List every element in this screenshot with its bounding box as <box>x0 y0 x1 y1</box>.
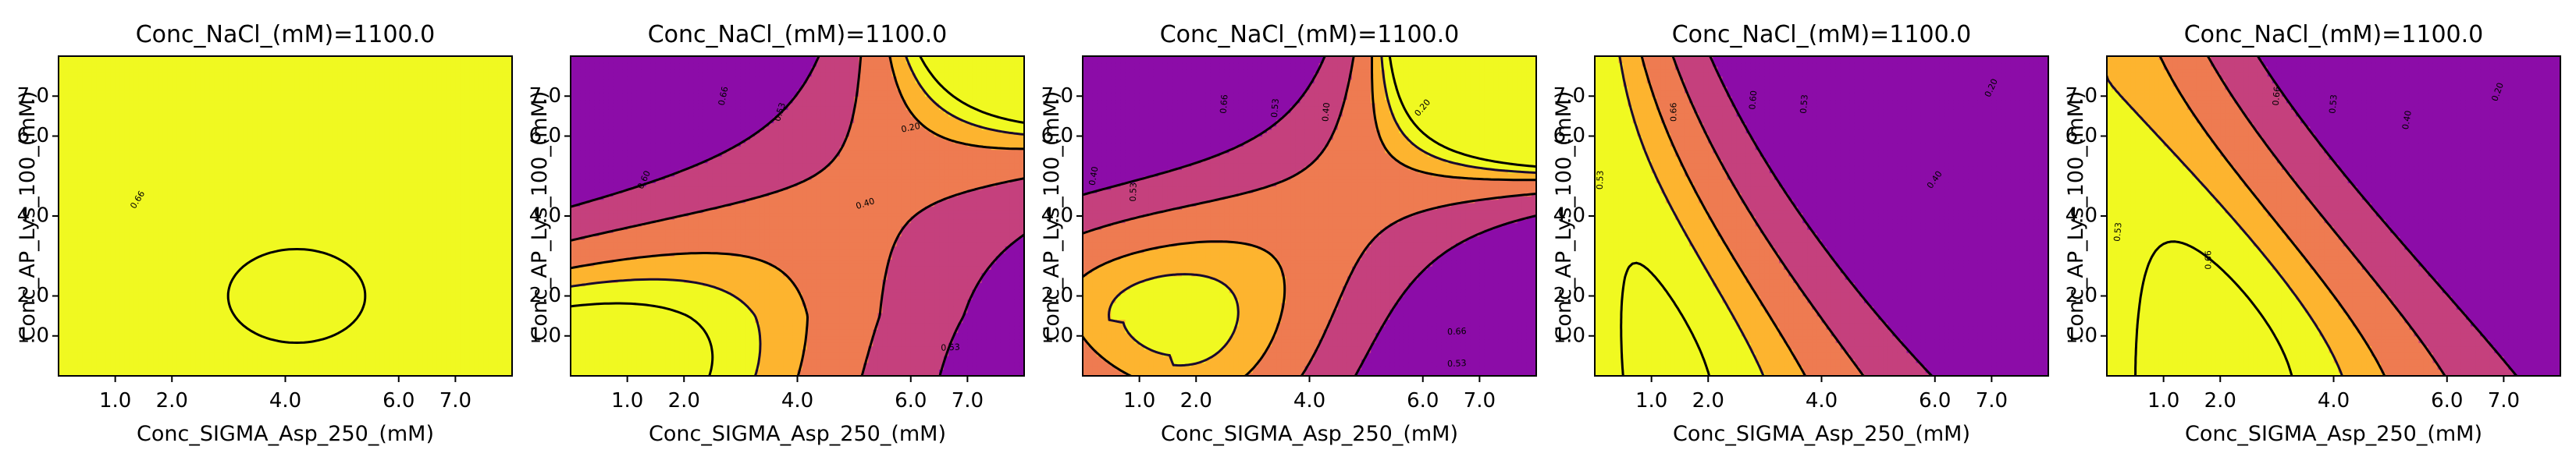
contour-label: 0.53 <box>1799 94 1810 115</box>
y-axis-label: Conc_AP_Lys_100_(mM) <box>528 91 552 342</box>
panel-title: Conc_NaCl_(mM)=1100.0 <box>648 21 948 48</box>
panel-title: Conc_NaCl_(mM)=1100.0 <box>136 21 436 48</box>
x-tick-label: 2.0 <box>2204 389 2236 413</box>
x-tick-label: 6.0 <box>1919 389 1951 413</box>
x-tick-label: 2.0 <box>1180 389 1212 413</box>
contour-label: 0.66 <box>1669 103 1679 122</box>
contour-label: 0.53 <box>1128 182 1139 202</box>
contour-label: 0.53 <box>1595 170 1606 189</box>
x-tick-label: 2.0 <box>1692 389 1724 413</box>
contour-label: 0.66 <box>2204 250 2214 270</box>
x-tick-label: 6.0 <box>2431 389 2463 413</box>
x-tick-label: 1.0 <box>611 389 643 413</box>
y-axis-label: Conc_AP_Lys_100_(mM) <box>2064 91 2088 342</box>
x-tick-label: 4.0 <box>1293 389 1325 413</box>
x-axis-label: Conc_SIGMA_Asp_250_(mM) <box>1161 422 1458 446</box>
x-tick-label: 4.0 <box>781 389 813 413</box>
contour-fill: 0.66 <box>59 56 513 377</box>
panel-title: Conc_NaCl_(mM)=1100.0 <box>1672 21 1972 48</box>
y-axis-label: Conc_AP_Lys_100_(mM) <box>16 91 40 342</box>
x-tick-label: 1.0 <box>1635 389 1667 413</box>
x-tick-label: 6.0 <box>1407 389 1439 413</box>
x-tick-label: 6.0 <box>382 389 415 413</box>
x-tick-label: 4.0 <box>2318 389 2350 413</box>
y-axis-label: Conc_AP_Lys_100_(mM) <box>1040 91 1064 342</box>
contour-label: 0.53 <box>1269 98 1281 119</box>
y-axis-label: Conc_AP_Lys_100_(mM) <box>1552 91 1576 342</box>
contour-fill: 0.200.400.530.660.600.53 <box>571 56 1025 377</box>
x-tick-label: 2.0 <box>156 389 188 413</box>
x-tick-label: 2.0 <box>668 389 700 413</box>
x-axis-label: Conc_SIGMA_Asp_250_(mM) <box>137 422 434 446</box>
x-tick-label: 7.0 <box>952 389 984 413</box>
x-tick-label: 1.0 <box>99 389 131 413</box>
x-axis-label: Conc_SIGMA_Asp_250_(mM) <box>2185 422 2482 446</box>
x-tick-label: 1.0 <box>1123 389 1155 413</box>
x-tick-label: 4.0 <box>1806 389 1838 413</box>
x-axis-label: Conc_SIGMA_Asp_250_(mM) <box>649 422 946 446</box>
x-tick-label: 7.0 <box>1464 389 1496 413</box>
x-tick-label: 1.0 <box>2147 389 2179 413</box>
x-tick-label: 7.0 <box>1976 389 2008 413</box>
contour-label: 0.40 <box>1320 102 1332 122</box>
x-tick-label: 6.0 <box>895 389 927 413</box>
contour-label: 0.53 <box>1447 358 1467 369</box>
contour-label: 0.66 <box>1219 94 1230 115</box>
panel-title: Conc_NaCl_(mM)=1100.0 <box>2184 21 2484 48</box>
contour-label: 0.53 <box>2112 222 2123 243</box>
x-axis-label: Conc_SIGMA_Asp_250_(mM) <box>1673 422 1970 446</box>
contour-label: 0.60 <box>1747 90 1759 111</box>
contour-label: 0.53 <box>941 342 960 352</box>
x-tick-label: 4.0 <box>269 389 301 413</box>
panel-title: Conc_NaCl_(mM)=1100.0 <box>1160 21 1460 48</box>
contour-label: 0.66 <box>2271 86 2282 106</box>
contour-label: 0.66 <box>1447 326 1467 337</box>
contour-label: 0.53 <box>2327 94 2339 115</box>
x-tick-label: 7.0 <box>2488 389 2520 413</box>
x-tick-label: 7.0 <box>439 389 471 413</box>
